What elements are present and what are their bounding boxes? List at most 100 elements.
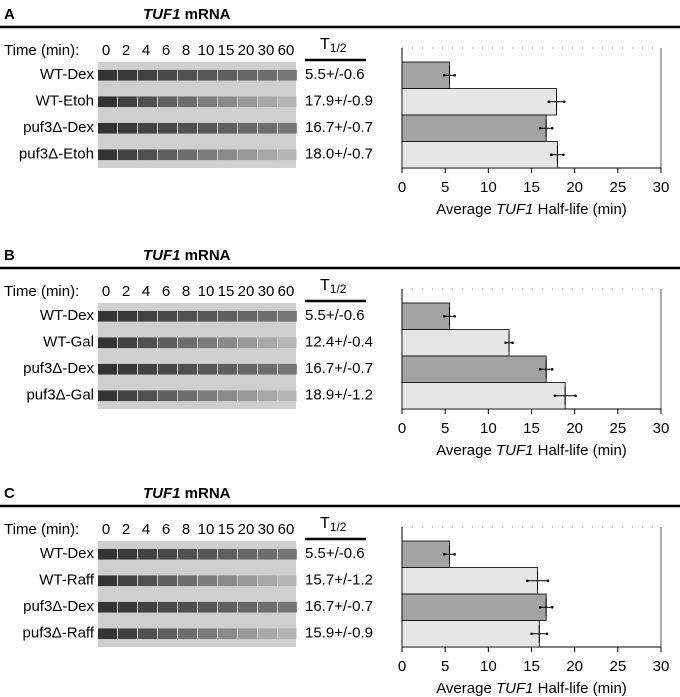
lane-label: 10: [198, 521, 215, 538]
blot-band: [118, 122, 137, 134]
blot-band: [238, 96, 257, 108]
error-end: [538, 126, 542, 130]
blot-band: [278, 363, 297, 375]
blot-band: [278, 390, 297, 402]
error-end: [538, 605, 542, 609]
blot-band: [158, 601, 177, 613]
blot-band: [258, 628, 277, 640]
t-header: T1/2: [320, 36, 347, 55]
blot-band: [158, 548, 177, 560]
blot-band: [198, 363, 217, 375]
blot-band: [218, 337, 237, 349]
blot-band: [218, 390, 237, 402]
blot-band: [98, 122, 117, 134]
error-end: [547, 100, 551, 104]
blot-band: [138, 69, 157, 81]
bar: [401, 540, 450, 568]
blot-band: [158, 390, 177, 402]
row-label: puf3Δ-Etoh: [19, 146, 94, 163]
title-part: TUF1: [143, 485, 181, 502]
x-axis-title-part: Average: [436, 201, 496, 218]
error-bar: [553, 386, 577, 405]
blot-band: [198, 575, 217, 587]
blot-band: [158, 337, 177, 349]
lane-label: 60: [278, 521, 295, 538]
blot-band: [178, 96, 197, 108]
blot-band: [238, 363, 257, 375]
title-part: mRNA: [181, 6, 231, 23]
error-bar: [538, 119, 554, 138]
blot-band: [138, 548, 157, 560]
row-label: puf3Δ-Dex: [23, 119, 94, 136]
lane-label: 6: [162, 283, 170, 300]
blot-band: [218, 548, 237, 560]
blot-band: [218, 363, 237, 375]
title-part: TUF1: [143, 6, 181, 23]
row-label: puf3Δ-Dex: [23, 598, 94, 615]
blot-band: [98, 96, 117, 108]
bar: [401, 114, 547, 142]
row-label: WT-Raff: [39, 572, 95, 589]
panel-title: TUF1 mRNA: [143, 247, 231, 264]
x-tick-label: 0: [398, 658, 406, 675]
blot-band: [138, 575, 157, 587]
blot-band: [118, 548, 137, 560]
blot-band: [138, 149, 157, 161]
lane-label: 8: [182, 42, 190, 59]
lane-label: 8: [182, 521, 190, 538]
x-tick-label: 15: [523, 658, 540, 675]
x-tick-label: 25: [609, 179, 626, 196]
error-end: [443, 552, 446, 556]
bar: [401, 567, 538, 595]
lane-label: 2: [122, 521, 130, 538]
blot-band: [218, 149, 237, 161]
blot-band: [158, 149, 177, 161]
lane-label: 30: [258, 521, 275, 538]
blot-band: [118, 69, 137, 81]
blot-band: [278, 310, 297, 322]
error-bar: [538, 360, 554, 379]
blot-band: [258, 337, 277, 349]
blot-band: [198, 149, 217, 161]
blot-band: [158, 310, 177, 322]
error-end: [550, 153, 553, 157]
blot-band: [238, 628, 257, 640]
blot-band: [278, 601, 297, 613]
t-header-part: 1/2: [330, 520, 347, 534]
x-axis-title-part: Half-life (min): [533, 680, 626, 697]
blot-band: [138, 337, 157, 349]
error-end: [453, 314, 456, 318]
blot-band: [258, 601, 277, 613]
blot-band: [238, 69, 257, 81]
blot-band: [178, 69, 197, 81]
x-tick-label: 10: [480, 179, 497, 196]
error-end: [553, 394, 557, 398]
blot-band: [158, 363, 177, 375]
lane-label: 20: [238, 42, 255, 59]
lane-label: 8: [182, 283, 190, 300]
time-label: Time (min):: [4, 283, 79, 300]
blot-band: [218, 310, 237, 322]
half-life-label: 16.7+/-0.7: [305, 360, 373, 377]
error-end: [443, 73, 446, 77]
error-end: [550, 126, 554, 130]
blot-band: [158, 69, 177, 81]
blot-band: [138, 390, 157, 402]
blot-band: [98, 363, 117, 375]
row-label: WT-Gal: [43, 334, 94, 351]
error-end: [530, 632, 533, 636]
x-tick-label: 15: [523, 420, 540, 437]
x-tick-label: 20: [566, 179, 583, 196]
lane-label: 0: [102, 283, 110, 300]
blot-band: [238, 601, 257, 613]
time-label: Time (min):: [4, 42, 79, 59]
bar: [401, 88, 557, 116]
blot-band: [98, 628, 117, 640]
x-tick-label: 5: [441, 420, 449, 437]
bar: [401, 141, 558, 169]
blot-band: [98, 601, 117, 613]
blot-band: [178, 337, 197, 349]
t-header-part: T: [320, 36, 330, 53]
panel-letter: B: [4, 247, 15, 264]
